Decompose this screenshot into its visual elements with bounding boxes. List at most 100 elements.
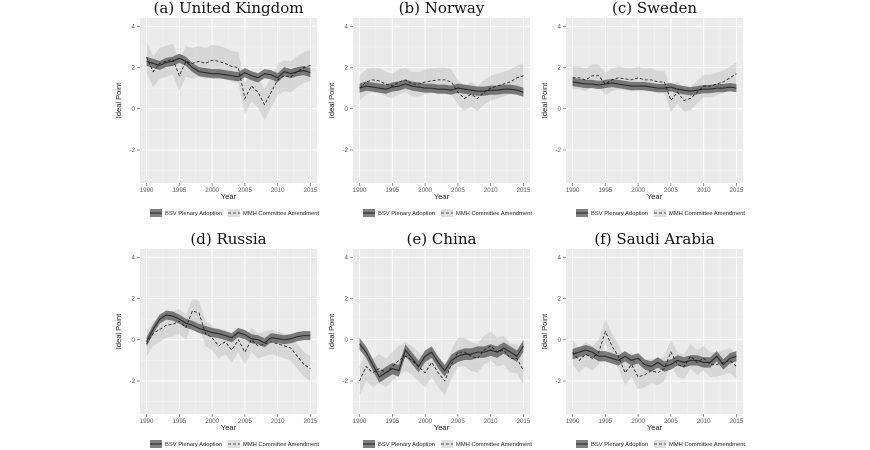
y-tick-label: -2 <box>555 378 561 385</box>
x-tick-label: 1990 <box>140 418 154 425</box>
y-tick-label: 4 <box>345 23 349 30</box>
chart-panel: (a) United Kingdom -2 0 2 4 1990 1995 2000 2005 2… <box>114 0 319 217</box>
x-tick-label: 2010 <box>484 187 498 194</box>
confidence-band <box>572 344 737 372</box>
y-axis-label: Ideal Point <box>327 82 336 118</box>
y-axis-label: Ideal Point <box>540 313 549 349</box>
y-tick-label: 2 <box>558 296 562 303</box>
y-tick-label: 0 <box>558 337 562 344</box>
legend: BSV Plenary Adoption MMH Committee Amendm… <box>150 440 319 448</box>
chart-panel: (d) Russia -2 0 2 4 1990 1995 2000 2005 2010 2015 Y… <box>114 230 319 448</box>
x-tick-label: 2000 <box>205 418 219 425</box>
x-tick-label: 2000 <box>205 187 219 194</box>
legend: BSV Plenary Adoption MMH Committee Amendm… <box>150 209 319 217</box>
legend-label-dashed: MMH Committee Amendment <box>669 211 745 217</box>
y-axis-label: Ideal Point <box>114 313 123 349</box>
legend-label-dashed: MMH Committee Amendment <box>669 442 745 448</box>
y-tick-label: 4 <box>558 23 562 30</box>
y-tick-label: 0 <box>558 106 562 113</box>
x-tick-label: 2015 <box>304 418 318 425</box>
x-tick-label: 2015 <box>730 418 744 425</box>
series-line <box>146 310 311 369</box>
series-line <box>572 81 737 92</box>
y-tick-label: -2 <box>129 378 135 385</box>
x-tick-label: 2010 <box>484 418 498 425</box>
x-tick-label: 1995 <box>385 418 399 425</box>
x-tick-label: 2005 <box>238 187 252 194</box>
x-tick-label: 2000 <box>631 187 645 194</box>
confidence-band <box>359 79 524 97</box>
y-tick-label: 0 <box>132 337 136 344</box>
x-tick-label: 2010 <box>697 418 711 425</box>
x-tick-label: 2005 <box>664 187 678 194</box>
x-tick-label: 2010 <box>271 418 285 425</box>
x-tick-label: 2015 <box>517 187 531 194</box>
x-tick-label: 1990 <box>566 418 580 425</box>
x-tick-label: 2015 <box>730 187 744 194</box>
x-axis-label: Year <box>434 423 450 432</box>
legend: BSV Plenary Adoption MMH Committee Amendm… <box>363 440 532 448</box>
confidence-band <box>146 53 311 83</box>
y-tick-label: 2 <box>132 65 136 72</box>
x-tick-label: 1990 <box>353 187 367 194</box>
legend-label-solid: BSV Plenary Adoption <box>165 442 222 448</box>
legend: BSV Plenary Adoption MMH Committee Amendm… <box>363 209 532 217</box>
legend-label-dashed: MMH Committee Amendment <box>456 442 532 448</box>
y-tick-label: 0 <box>132 106 136 113</box>
series-line <box>146 57 311 106</box>
x-tick-label: 1990 <box>140 187 154 194</box>
x-tick-label: 1995 <box>598 187 612 194</box>
y-tick-label: -2 <box>342 378 348 385</box>
x-tick-label: 2000 <box>418 187 432 194</box>
y-tick-label: 4 <box>558 254 562 261</box>
y-tick-label: 2 <box>345 296 349 303</box>
y-axis-label: Ideal Point <box>540 82 549 118</box>
x-tick-label: 2010 <box>271 187 285 194</box>
x-tick-label: 1990 <box>353 418 367 425</box>
confidence-band <box>572 319 737 390</box>
x-tick-label: 2000 <box>418 418 432 425</box>
series-line <box>572 349 737 368</box>
legend-label-solid: BSV Plenary Adoption <box>591 211 648 217</box>
series-line <box>146 57 311 79</box>
x-tick-label: 1995 <box>598 418 612 425</box>
panel-title: (f) Saudi Arabia <box>594 230 714 248</box>
x-axis-label: Year <box>221 423 237 432</box>
y-tick-label: 2 <box>558 65 562 72</box>
confidence-band <box>359 338 524 383</box>
chart-panel: (f) Saudi Arabia -2 0 2 4 1990 1995 2000 2005 201… <box>540 230 745 448</box>
y-tick-label: 4 <box>132 23 136 30</box>
legend-label-solid: BSV Plenary Adoption <box>591 442 648 448</box>
y-axis-label: Ideal Point <box>114 82 123 118</box>
x-tick-label: 1990 <box>566 187 580 194</box>
series-line <box>359 83 524 93</box>
panel-title: (c) Sweden <box>612 0 697 17</box>
series-line <box>359 345 524 382</box>
panel-title: (a) United Kingdom <box>154 0 304 17</box>
chart-panel: (e) China -2 0 2 4 1990 1995 2000 2005 2010 2015 Ye… <box>327 230 532 448</box>
chart-panel: (c) Sweden -2 0 2 4 1990 1995 2000 2005 2010 2015 Y… <box>540 0 745 217</box>
x-tick-label: 2005 <box>238 418 252 425</box>
x-tick-label: 2015 <box>517 418 531 425</box>
x-axis-label: Year <box>647 192 663 201</box>
x-tick-label: 1995 <box>385 187 399 194</box>
panel-title: (b) Norway <box>399 0 485 17</box>
legend-label-dashed: MMH Committee Amendment <box>243 442 319 448</box>
legend-label-dashed: MMH Committee Amendment <box>456 211 532 217</box>
x-tick-label: 2005 <box>664 418 678 425</box>
y-tick-label: 0 <box>345 106 349 113</box>
x-tick-label: 2010 <box>697 187 711 194</box>
legend: BSV Plenary Adoption MMH Committee Amendm… <box>576 440 745 448</box>
y-tick-label: 0 <box>345 337 349 344</box>
x-axis-label: Year <box>434 192 450 201</box>
legend-label-dashed: MMH Committee Amendment <box>243 211 319 217</box>
x-tick-label: 2015 <box>304 187 318 194</box>
y-axis-label: Ideal Point <box>327 313 336 349</box>
y-tick-label: 4 <box>132 254 136 261</box>
series-line <box>572 73 737 102</box>
x-tick-label: 1995 <box>172 418 186 425</box>
series-line <box>146 314 311 344</box>
x-tick-label: 2005 <box>451 187 465 194</box>
confidence-band <box>146 310 311 348</box>
